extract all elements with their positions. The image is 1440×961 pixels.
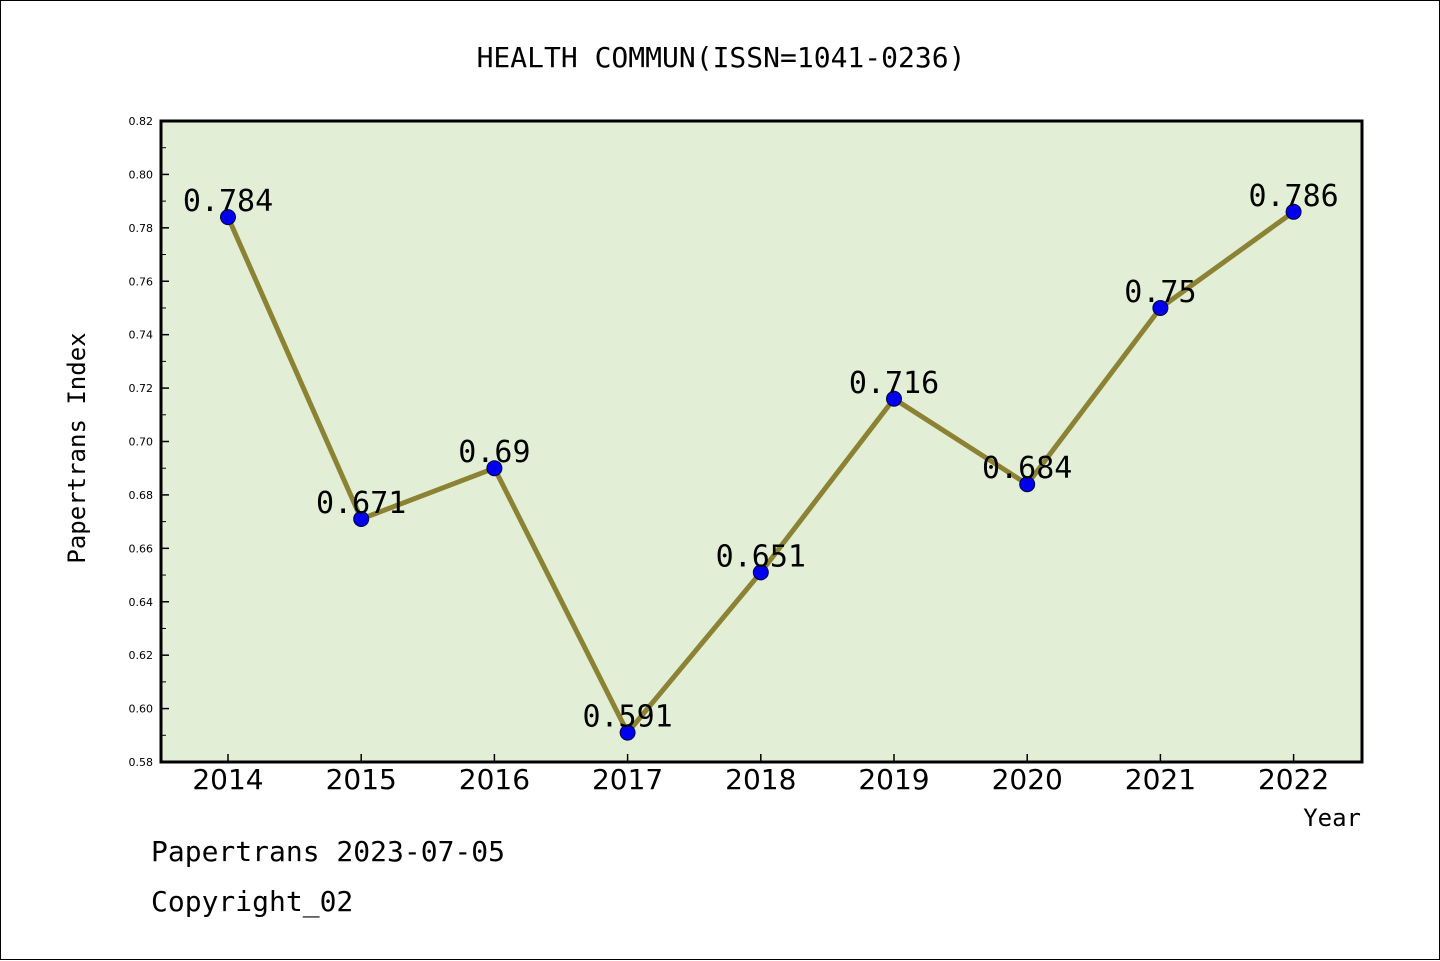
data-label: 0.784 [183,184,273,219]
y-tick-label: 0.64 [129,596,154,609]
data-label: 0.591 [582,700,672,735]
data-point [353,510,370,527]
y-tick-label: 0.70 [129,436,154,449]
data-point [1152,299,1169,316]
plot-area [159,119,1364,764]
y-tick-label: 0.78 [129,222,154,235]
data-label: 0.69 [458,435,530,470]
y-tick-label: 0.80 [129,168,154,181]
data-point [220,209,236,226]
data-label: 0.786 [1248,179,1338,214]
chart-title: HEALTH COMMUN(ISSN=1041-0236) [477,41,966,74]
x-tick-label: 2022 [1258,763,1329,796]
y-tick-label: 0.76 [129,275,154,288]
x-tick-label: 2020 [992,763,1063,796]
data-label: 0.716 [849,366,939,401]
data-point [486,460,503,477]
data-labels: 0.784 0.671 0.69 0.591 0.651 0.716 0.684 0.75 0.… [183,179,1339,735]
x-tick-label: 2018 [725,763,796,796]
y-tick-label: 0.74 [129,329,154,342]
data-markers [220,203,1302,741]
y-axis: 0.58 0.60 0.62 0.64 0.66 0.68 0.70 0.72 0.74 0.76… [129,115,169,769]
data-point [752,564,769,581]
x-axis: 2014 2015 2016 2017 2018 2019 2020 2021 2022 [192,754,1329,796]
y-axis-label: Papertrans Index [63,332,91,563]
data-point [619,724,636,741]
x-tick-label: 2021 [1125,763,1196,796]
x-tick-label: 2016 [459,763,530,796]
data-point [1285,203,1302,220]
x-tick-label: 2017 [592,763,663,796]
x-tick-label: 2015 [326,763,397,796]
x-tick-label: 2014 [192,763,263,796]
data-label: 0.651 [716,539,806,574]
y-tick-label: 0.66 [129,542,154,555]
y-tick-label: 0.82 [129,115,154,128]
x-tick-label: 2019 [858,763,929,796]
y-tick-label: 0.60 [129,703,154,716]
y-tick-label: 0.68 [129,489,154,502]
x-axis-label: Year [1303,804,1361,832]
y-tick-label: 0.62 [129,649,154,662]
data-label: 0.671 [316,486,406,521]
data-label: 0.684 [982,451,1072,486]
data-point [886,390,902,407]
data-label: 0.75 [1124,275,1196,310]
y-tick-label: 0.58 [129,756,154,769]
footer-copyright: Copyright_02 [151,885,354,918]
footer-date: Papertrans 2023-07-05 [151,835,506,868]
y-tick-label: 0.72 [129,382,154,395]
data-point [1019,476,1036,493]
